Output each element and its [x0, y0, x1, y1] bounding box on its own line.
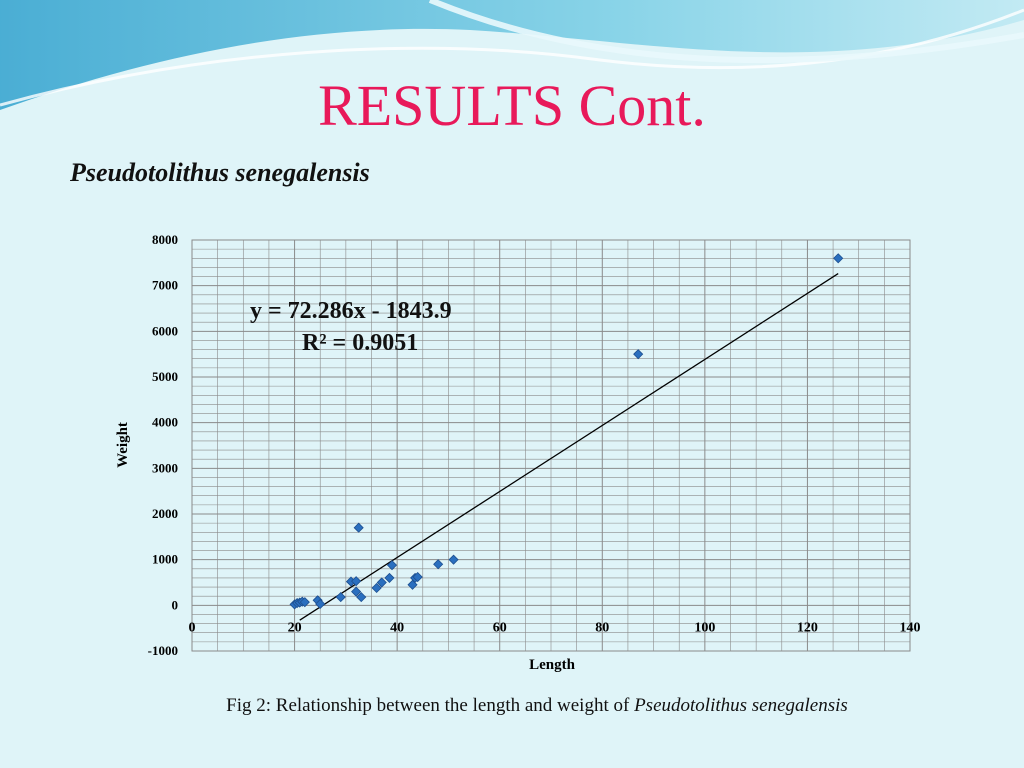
data-point	[833, 253, 844, 264]
data-point	[448, 554, 459, 565]
y-tick-label: 3000	[152, 460, 178, 475]
x-tick-label: 20	[288, 620, 302, 635]
data-point	[433, 559, 444, 570]
data-point	[376, 577, 387, 588]
y-tick-label: 5000	[152, 369, 178, 384]
data-point	[356, 592, 367, 603]
y-tick-label: 1000	[152, 552, 178, 567]
chart-grid	[191, 239, 911, 652]
data-point	[353, 522, 364, 533]
trend-equation: y = 72.286x - 1843.9	[250, 298, 452, 324]
decorative-waves	[0, 0, 1024, 110]
y-tick-label: -1000	[148, 643, 178, 658]
y-tick-label: 8000	[152, 232, 178, 247]
y-tick-label: 7000	[152, 278, 178, 293]
slide-title: RESULTS Cont.	[318, 73, 706, 138]
caption-species: Pseudotolithus senegalensis	[634, 695, 848, 716]
trendline	[299, 273, 839, 621]
data-point	[299, 597, 310, 608]
data-point	[384, 572, 395, 583]
y-tick-labels: -1000 0 1000 2000 3000 4000 5000 6000 7000 8000	[148, 232, 178, 658]
data-point	[412, 571, 423, 583]
data-point	[351, 576, 362, 587]
figure-caption: Fig 2: Relationship between the length a…	[0, 695, 1024, 717]
species-subtitle: Pseudotolithus senegalensis	[70, 158, 370, 187]
x-tick-labels: 0 20 40 60 80 100 120 140	[189, 620, 921, 635]
data-point	[315, 598, 326, 610]
y-tick-label: 2000	[152, 506, 178, 521]
y-tick-label: 6000	[152, 323, 178, 338]
r-squared-label: R² = 0.9051	[302, 330, 419, 356]
x-tick-label: 80	[595, 620, 609, 635]
data-point	[351, 586, 362, 597]
data-point	[371, 582, 382, 594]
x-tick-label: 120	[797, 620, 818, 635]
x-tick-label: 60	[493, 620, 507, 635]
data-points	[289, 253, 844, 610]
data-point	[386, 560, 398, 571]
data-point	[633, 349, 644, 360]
y-axis-label: Weight	[115, 422, 131, 468]
x-tick-label: 140	[900, 620, 921, 635]
x-tick-label: 40	[390, 620, 404, 635]
x-tick-label: 100	[694, 620, 715, 635]
y-tick-label: 0	[172, 597, 179, 612]
y-tick-label: 4000	[152, 415, 178, 430]
x-tick-label: 0	[189, 620, 196, 635]
caption-text: Fig 2: Relationship between the length a…	[226, 695, 635, 716]
data-point	[335, 592, 346, 603]
x-axis-label: Length	[529, 657, 576, 673]
